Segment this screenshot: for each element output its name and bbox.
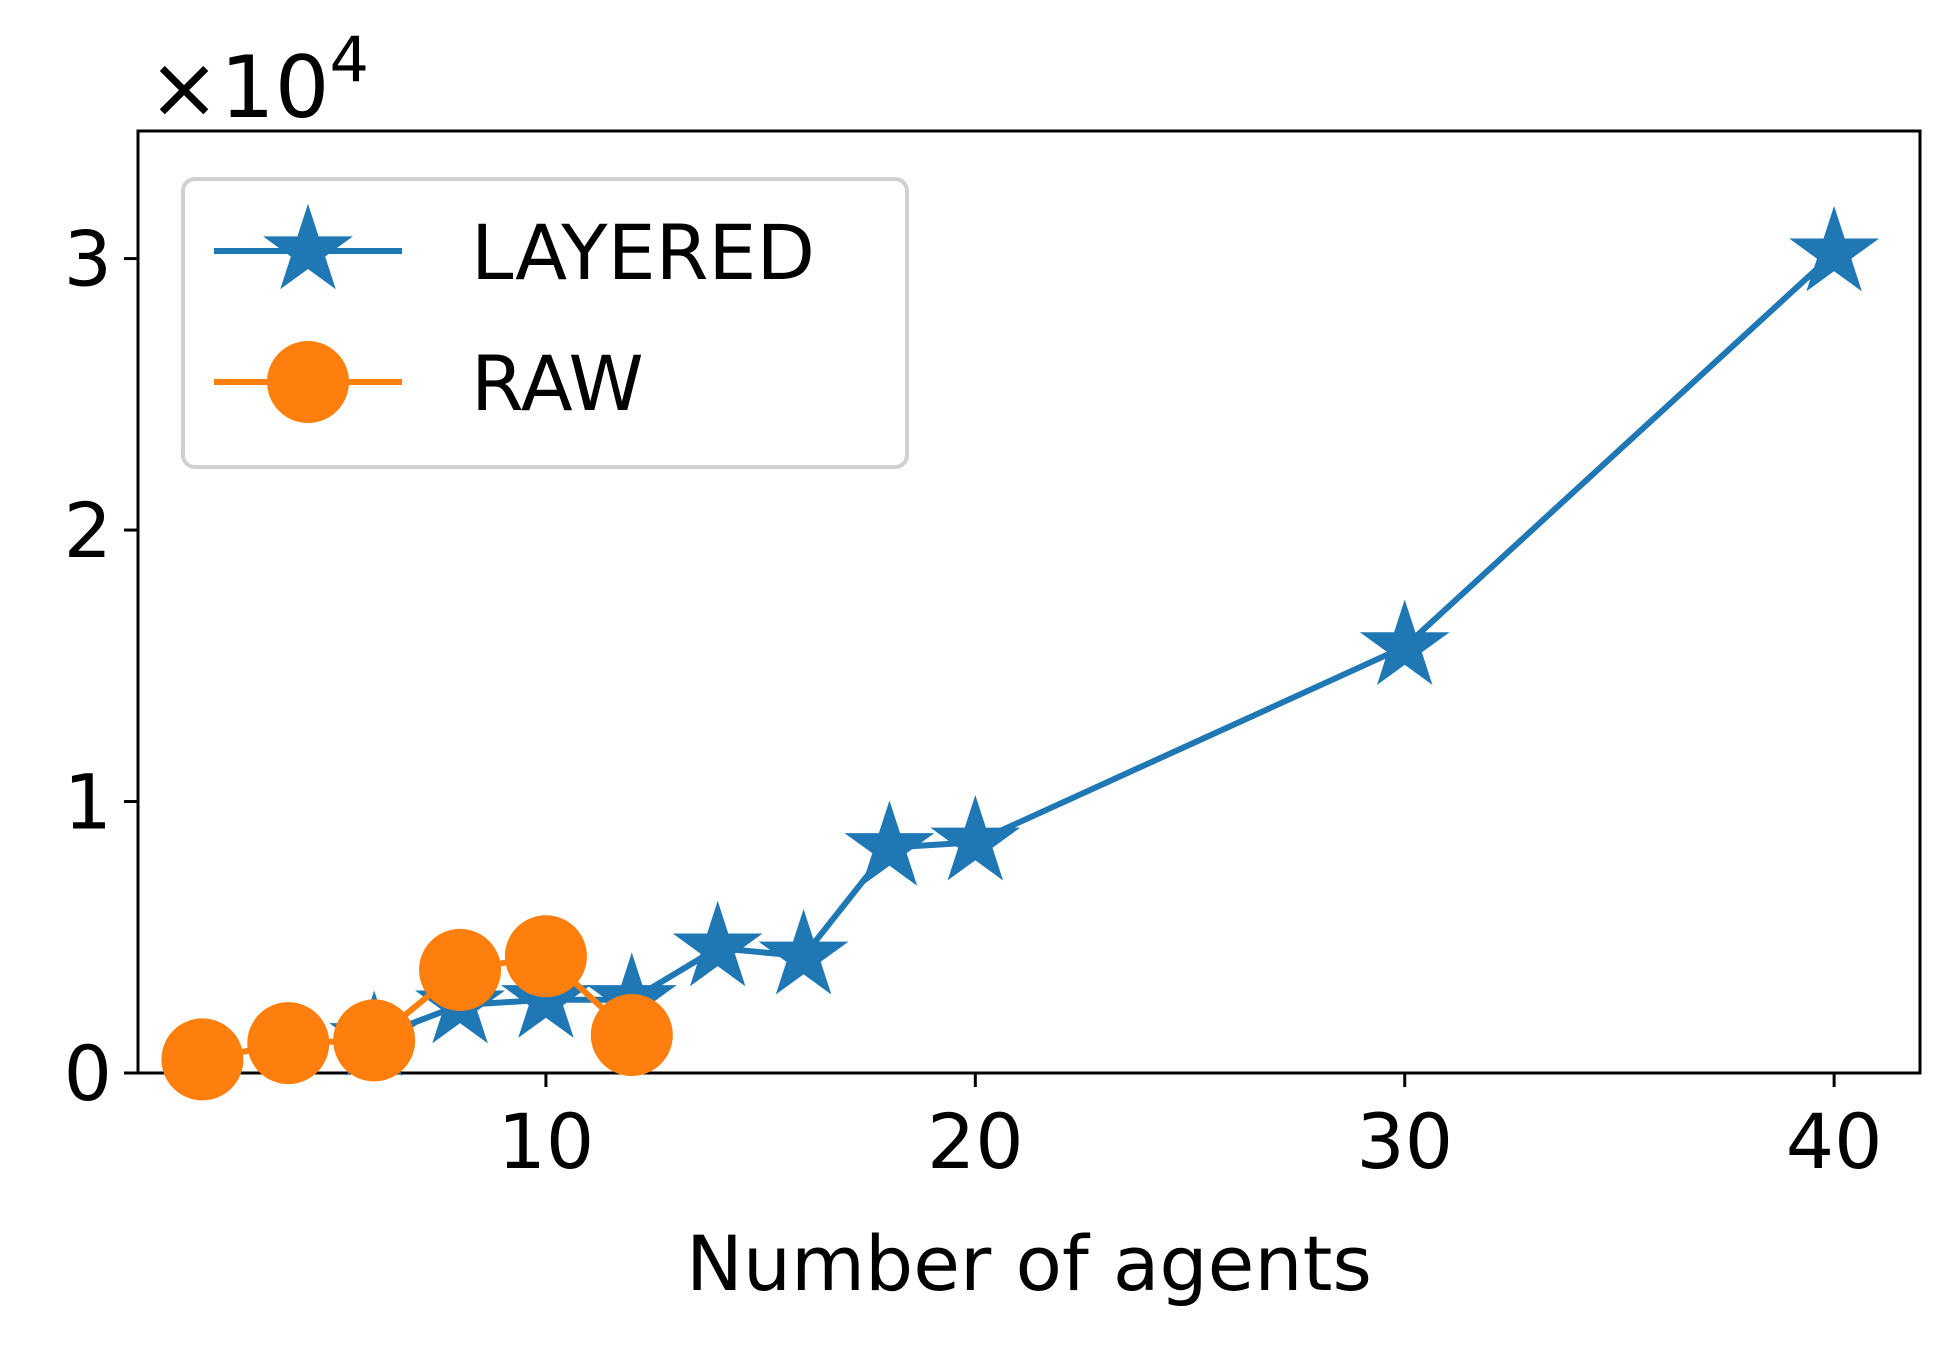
plot-frame (136, 129, 1922, 1075)
x-axis-title: Number of agents (686, 1219, 1372, 1308)
axes-layer: 10 20 30 40 0 1 2 3 (64, 129, 1922, 1186)
y-tick-label-3: 3 (64, 215, 112, 304)
y-tick-label-0: 0 (64, 1029, 112, 1118)
series-layer (161, 205, 1880, 1101)
legend-entry-raw: RAW (214, 339, 644, 428)
point-raw-4 (247, 1002, 330, 1085)
y-multiplier-exponent: 4 (330, 23, 369, 96)
point-raw-12 (590, 993, 673, 1076)
x-tick-label-40: 40 (1786, 1097, 1883, 1186)
point-layered-14 (672, 900, 763, 987)
point-layered-18 (844, 800, 935, 886)
x-tick-label-30: 30 (1356, 1097, 1453, 1186)
x-tick-label-10: 10 (498, 1097, 595, 1186)
y-tick-label-1: 1 (64, 758, 112, 847)
x-tick-label-20: 20 (927, 1097, 1024, 1186)
legend-marker-layered (263, 203, 353, 290)
legend-marker-raw (267, 341, 349, 423)
point-raw-10 (504, 915, 587, 998)
legend-layer: LAYERED RAW (181, 177, 909, 469)
legend-label-raw: RAW (471, 339, 644, 428)
series-line-layered (373, 250, 1837, 1041)
point-raw-2 (161, 1018, 244, 1101)
legend-label-layered: LAYERED (471, 208, 815, 297)
y-axis-multiplier: ×104 (148, 23, 369, 138)
point-layered-40 (1789, 205, 1880, 292)
legend-entry-layered: LAYERED (214, 203, 815, 297)
point-layered-20 (930, 795, 1021, 881)
series-raw (161, 915, 673, 1101)
y-tick-label-2: 2 (64, 486, 112, 575)
y-multiplier-base: ×10 (148, 38, 330, 138)
point-layered-16 (758, 909, 849, 995)
point-layered-30 (1359, 599, 1450, 686)
point-raw-6 (333, 999, 416, 1082)
point-raw-8 (419, 928, 502, 1011)
